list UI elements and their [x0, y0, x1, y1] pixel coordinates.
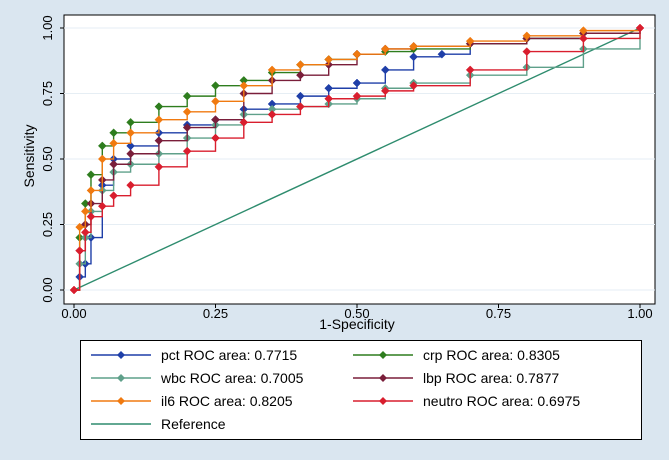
grid — [64, 27, 655, 291]
neutro-point — [465, 65, 475, 75]
y-tick-label: 0.75 — [40, 81, 55, 106]
x-tick-label: 0.50 — [344, 306, 369, 321]
il6-point — [126, 128, 135, 138]
neutro-point — [267, 110, 277, 119]
pct-legend-label: pct ROC area: 0.7715 — [161, 347, 297, 363]
il6-point — [86, 186, 96, 195]
il6-point — [80, 207, 90, 216]
pct-point — [380, 65, 390, 75]
neutro-point — [239, 117, 249, 127]
lbp-point — [126, 149, 135, 159]
il6-legend-label: il6 ROC area: 0.8205 — [161, 393, 293, 409]
x-tick-label: 0.25 — [203, 306, 228, 321]
x-axis-label: 1-Specificity — [319, 316, 394, 332]
neutro-point — [352, 91, 362, 101]
reference-curve — [73, 27, 641, 291]
y-tick-label: 0.50 — [40, 146, 55, 171]
neutro-point — [154, 162, 164, 172]
y-tick-label: 0.25 — [40, 212, 55, 237]
crp-point — [86, 170, 96, 180]
crp-point — [182, 91, 192, 101]
lbp-legend-marker — [379, 374, 387, 382]
il6-point — [75, 222, 85, 232]
il6-point — [267, 65, 277, 75]
il6-point — [97, 154, 107, 164]
x-tick-label: 1.00 — [627, 306, 652, 321]
crp-point — [154, 102, 164, 111]
il6-point — [211, 97, 220, 106]
legend: pct ROC area: 0.7715 crp ROC area: 0.8305… — [80, 340, 642, 440]
neutro-legend-marker — [379, 397, 387, 405]
lbp-point — [154, 136, 164, 146]
neutro-point — [182, 146, 192, 156]
neutro-point — [579, 34, 588, 43]
neutro-point — [75, 246, 85, 256]
pct-point — [324, 83, 334, 93]
neutro-point — [324, 94, 334, 104]
pct-point — [296, 91, 305, 101]
neutro-legend-label: neutro ROC area: 0.6975 — [423, 393, 580, 409]
neutro-point — [97, 201, 107, 211]
lbp-point — [211, 115, 220, 125]
pct-point — [352, 78, 362, 88]
reference-legend-label: Reference — [161, 416, 226, 432]
il6-point — [324, 55, 334, 64]
il6-point — [182, 107, 192, 117]
neutro-point — [69, 285, 79, 295]
x-tick-label: 0.00 — [61, 306, 86, 321]
pct-point — [409, 52, 418, 62]
lbp-point — [296, 70, 305, 80]
crp-point — [126, 117, 135, 127]
neutro-point — [380, 86, 390, 96]
il6-point — [109, 138, 118, 148]
lbp-point — [109, 159, 118, 169]
il6-point — [409, 41, 418, 51]
il6-point — [465, 36, 475, 46]
axes: 0.00 0.25 0.50 0.75 1.00 0.00 0.25 0.50 0.75 1.00 — [40, 15, 653, 321]
crp-legend-label: crp ROC area: 0.8305 — [423, 347, 560, 363]
il6-point — [154, 115, 164, 125]
neutro-point — [109, 191, 118, 201]
pct-legend-marker — [117, 351, 125, 359]
neutro-point — [211, 133, 220, 143]
crp-point — [211, 81, 220, 90]
crp-point — [97, 141, 107, 151]
crp-point — [109, 128, 118, 138]
lbp-point — [182, 123, 192, 132]
il6-legend-marker — [117, 397, 125, 405]
neutro-point — [635, 23, 645, 33]
series-layer — [69, 23, 645, 295]
neutro-point — [80, 228, 90, 237]
wbc-legend-label: wbc ROC area: 0.7005 — [160, 370, 304, 386]
legend-svg: pct ROC area: 0.7715 crp ROC area: 0.8305… — [91, 347, 580, 432]
il6-point — [239, 81, 249, 90]
y-tick-label: 0.00 — [40, 277, 55, 302]
neutro-point — [296, 102, 305, 111]
il6-point — [352, 49, 362, 59]
neutro-point — [409, 81, 418, 90]
y-axis-label: Sensitivity — [21, 124, 37, 187]
pct-point — [437, 49, 447, 59]
x-tick-label: 0.75 — [486, 306, 511, 321]
wbc-legend-marker — [117, 374, 125, 382]
y-tick-label: 1.00 — [40, 15, 55, 40]
il6-point — [296, 60, 305, 70]
neutro-point — [126, 180, 135, 190]
crp-legend-marker — [379, 351, 387, 359]
neutro-point — [522, 47, 532, 56]
neutro-point — [86, 212, 96, 221]
il6-point — [522, 31, 532, 41]
lbp-legend-label: lbp ROC area: 0.7877 — [423, 370, 559, 386]
il6-point — [380, 44, 390, 54]
